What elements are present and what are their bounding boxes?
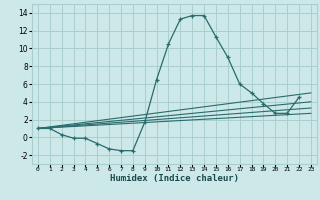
X-axis label: Humidex (Indice chaleur): Humidex (Indice chaleur) <box>110 174 239 183</box>
